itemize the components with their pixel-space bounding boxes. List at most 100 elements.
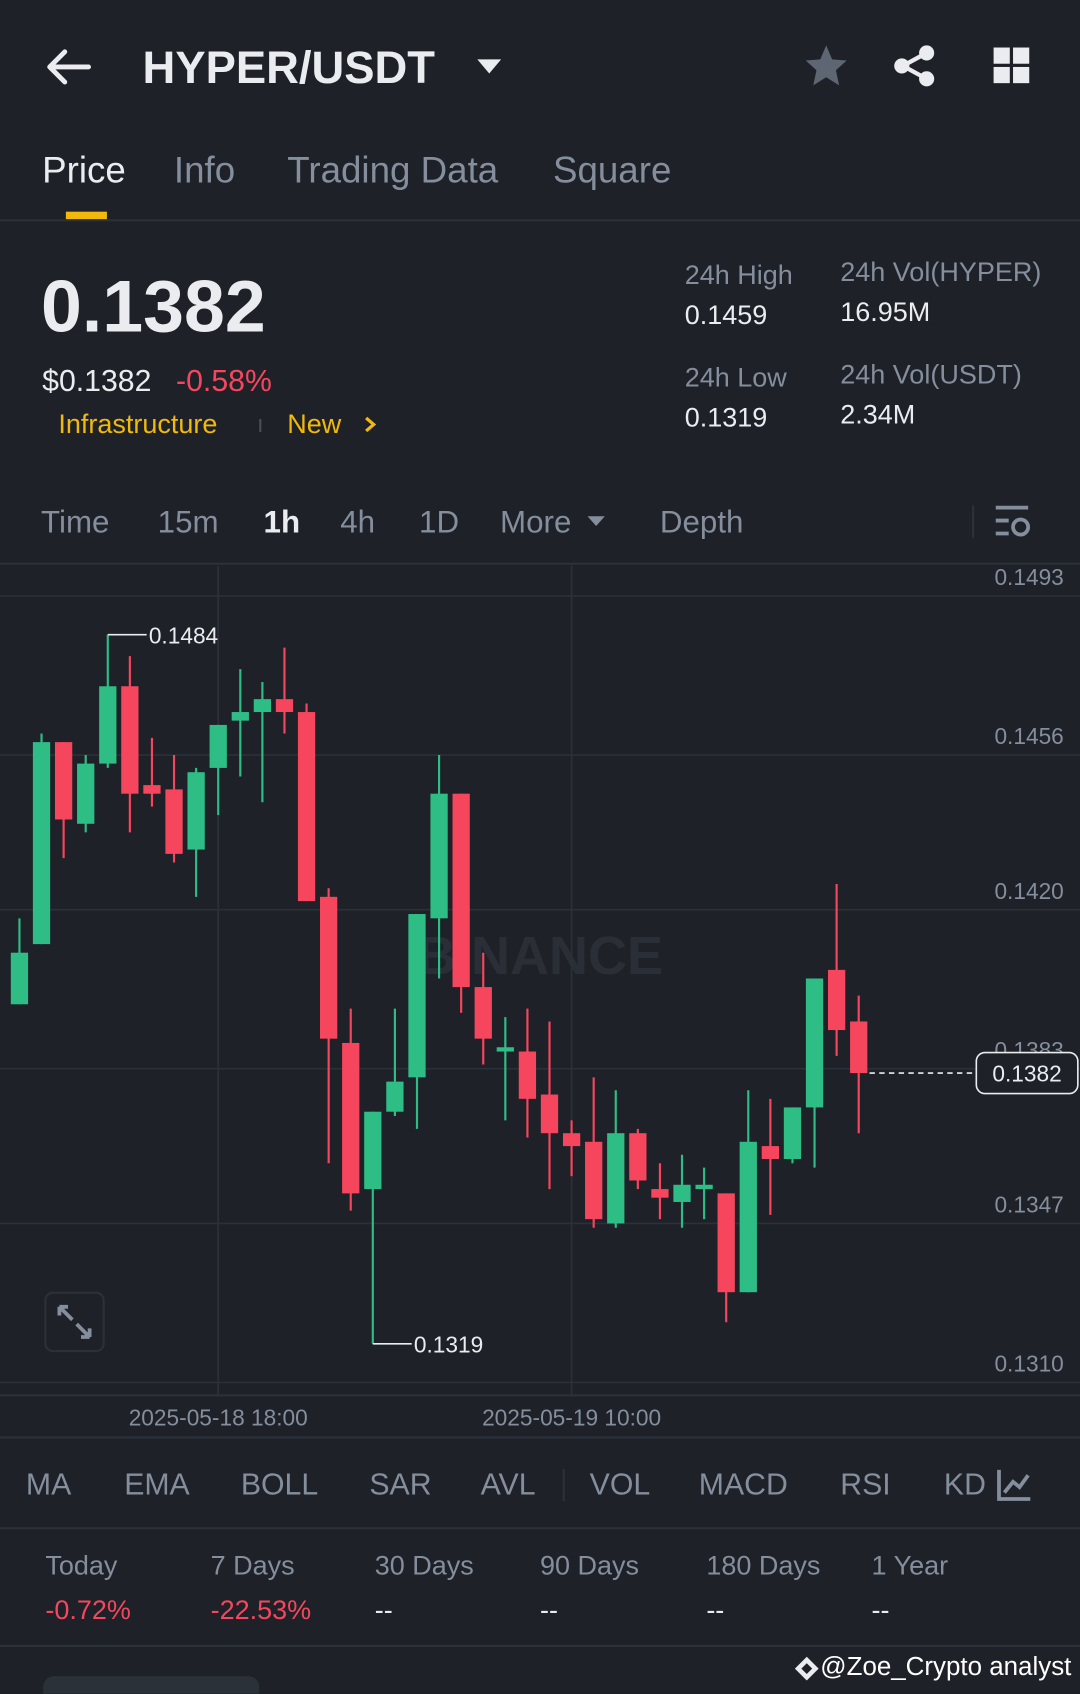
interval[interactable]: Time: [41, 505, 110, 540]
candle-body: [54, 742, 73, 820]
tab[interactable]: Info: [173, 150, 236, 192]
divider: [0, 1644, 1080, 1648]
candle-body: [474, 987, 492, 1039]
candle-body: [275, 699, 294, 713]
interval[interactable]: More: [500, 505, 572, 540]
candle-body: [10, 952, 29, 1005]
layout-button[interactable]: [991, 45, 1032, 86]
indicator[interactable]: KDJ: [943, 1469, 985, 1501]
divider: [0, 562, 1080, 565]
candle-body: [386, 1081, 404, 1112]
divider: [0, 1394, 1080, 1397]
candle-body: [32, 742, 51, 945]
candle-body: [540, 1094, 559, 1134]
period-label: 180 Days: [706, 1550, 821, 1582]
tab-indicator: [65, 211, 107, 220]
tab[interactable]: Trading Data: [287, 150, 499, 192]
candle-body: [99, 686, 117, 764]
divider: [0, 1527, 1080, 1530]
tag-chevron: [365, 416, 377, 433]
more-caret: [587, 516, 605, 526]
candle-body: [209, 724, 227, 768]
candle-body: [651, 1189, 669, 1198]
candle-body: [805, 978, 824, 1108]
tab[interactable]: Square: [552, 150, 672, 192]
low-label: 0.1319: [414, 1331, 483, 1357]
period-value: --: [871, 1595, 890, 1626]
interval[interactable]: 4h: [340, 505, 376, 540]
share-button[interactable]: [892, 43, 937, 88]
indicator[interactable]: AVL: [480, 1467, 536, 1502]
usd-price: $0.1382: [42, 363, 152, 398]
candle-body: [673, 1184, 691, 1202]
indicator-settings[interactable]: [996, 1467, 1035, 1504]
interval[interactable]: 1h: [263, 505, 301, 540]
x-tick-label: 2025-05-18 18:00: [129, 1405, 308, 1431]
period-label: 30 Days: [374, 1550, 474, 1582]
candle-body: [364, 1111, 382, 1190]
candle-body: [297, 712, 316, 902]
y-tick-label: 0.1347: [994, 1192, 1063, 1218]
candle-body: [342, 1042, 360, 1194]
candle-body: [253, 699, 272, 713]
candle-body: [761, 1146, 780, 1159]
high-label: 0.1484: [149, 622, 218, 648]
favorite-button[interactable]: [804, 43, 852, 88]
bottom-panel: [43, 1676, 260, 1694]
stat-label: 24h Vol(USDT): [840, 359, 1022, 390]
y-tick-label: 0.1493: [994, 564, 1063, 590]
chart-settings[interactable]: [994, 503, 1033, 540]
tag[interactable]: New: [287, 409, 342, 440]
interval[interactable]: 1D: [419, 505, 460, 540]
stat-label: 24h High: [684, 260, 793, 291]
candle-body: [562, 1133, 581, 1147]
divider: [0, 219, 1080, 222]
divider: [0, 1436, 1080, 1439]
indicator[interactable]: RSI: [840, 1467, 891, 1502]
last-price: 0.1382: [41, 265, 266, 348]
candle-body: [143, 785, 161, 794]
price-change: -0.58%: [176, 363, 272, 398]
tab[interactable]: Price: [42, 150, 126, 192]
candle-body: [187, 772, 205, 850]
candle-body: [408, 914, 426, 1078]
pair-title[interactable]: HYPER/USDT: [142, 42, 435, 93]
pair-dropdown[interactable]: [475, 56, 505, 78]
indicator[interactable]: MA: [25, 1467, 72, 1502]
period-label: Today: [45, 1550, 118, 1582]
period-value: --: [540, 1595, 558, 1626]
interval[interactable]: 15m: [157, 505, 219, 540]
candle-body: [717, 1193, 735, 1293]
fullscreen-button[interactable]: [44, 1291, 105, 1353]
stat-value: 2.34M: [840, 399, 916, 430]
candle-body: [695, 1184, 713, 1190]
candle-body: [585, 1141, 603, 1220]
candle-body: [430, 793, 448, 919]
indicator[interactable]: EMA: [124, 1467, 190, 1502]
divider: [562, 1468, 565, 1502]
interval[interactable]: Depth: [659, 505, 744, 540]
period-value: --: [706, 1595, 725, 1626]
candle-body: [629, 1133, 647, 1181]
candle-body: [827, 969, 846, 1031]
tag-divider: [259, 419, 262, 433]
stat-value: 0.1459: [684, 300, 768, 331]
divider: [972, 505, 975, 538]
last-price-box: [975, 1051, 1079, 1095]
candle-body: [850, 1021, 868, 1074]
period-value: -22.53%: [210, 1595, 312, 1626]
indicator[interactable]: BOLL: [240, 1467, 319, 1502]
candle-body: [121, 686, 139, 794]
candle-body: [739, 1141, 757, 1293]
period-label: 7 Days: [210, 1550, 295, 1582]
tag[interactable]: Infrastructure: [58, 409, 218, 440]
indicator[interactable]: SAR: [369, 1467, 432, 1502]
indicator[interactable]: MACD: [698, 1467, 788, 1502]
candle-body: [783, 1107, 802, 1159]
back-button[interactable]: [43, 43, 97, 91]
y-tick-label: 0.1420: [994, 878, 1063, 904]
indicator[interactable]: VOL: [589, 1467, 651, 1502]
